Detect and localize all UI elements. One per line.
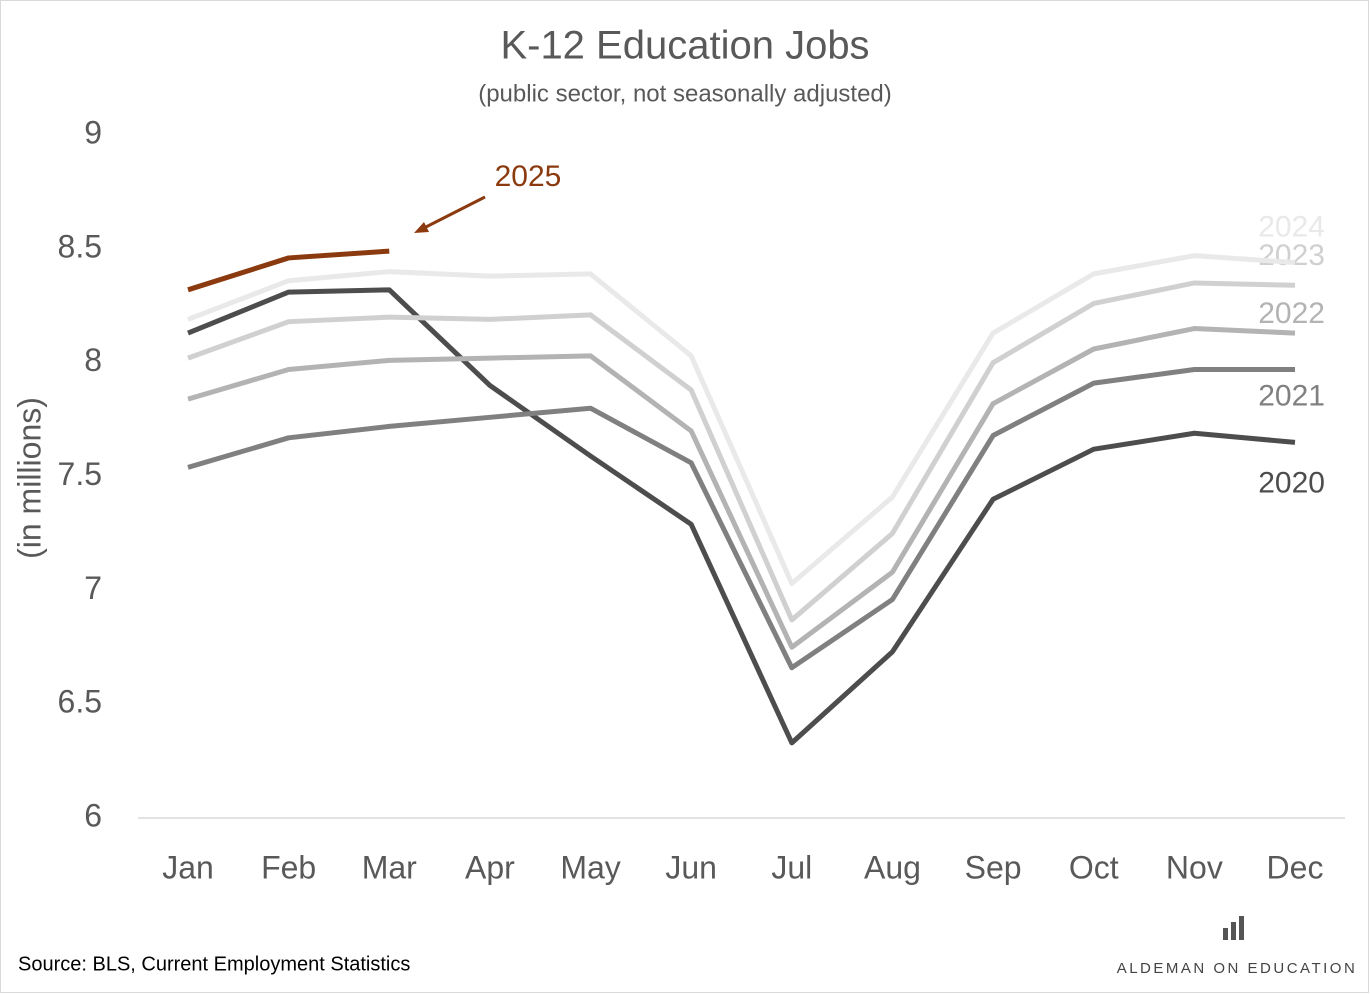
x-tick-label: Nov <box>1166 849 1223 885</box>
series-label: 2020 <box>1258 466 1325 499</box>
series-label: 2024 <box>1258 210 1325 243</box>
chart-title: K-12 Education Jobs <box>500 24 869 68</box>
series-line <box>187 280 1296 623</box>
chart-subtitle: (public sector, not seasonally adjusted) <box>478 80 892 107</box>
y-tick-label: 6 <box>84 797 102 833</box>
x-tick-label: Oct <box>1069 849 1119 885</box>
series-label: 2023 <box>1258 239 1325 272</box>
y-axis-label: (in millions) <box>11 397 47 559</box>
series-label: 2025 <box>495 160 562 193</box>
y-tick-label: 8.5 <box>58 228 102 264</box>
x-tick-label: Mar <box>362 849 417 885</box>
x-tick-label: Sep <box>965 849 1022 885</box>
x-tick-label: Jan <box>162 849 214 885</box>
series-line <box>187 366 1295 671</box>
y-tick-label: 6.5 <box>58 684 102 720</box>
x-tick-label: Dec <box>1267 849 1324 885</box>
arrow-head <box>414 222 429 233</box>
y-tick-label: 9 <box>84 114 102 150</box>
y-tick-label: 7.5 <box>58 456 102 492</box>
source-note: Source: BLS, Current Employment Statisti… <box>18 953 410 975</box>
y-tick-label: 7 <box>84 570 102 606</box>
x-tick-label: Jun <box>665 849 717 885</box>
series-label: 2021 <box>1258 379 1325 412</box>
x-tick-label: May <box>560 849 620 885</box>
x-tick-label: Aug <box>864 849 921 885</box>
x-tick-label: Apr <box>465 849 515 885</box>
series-line <box>187 248 390 293</box>
x-tick-label: Jul <box>771 849 812 885</box>
series-label: 2022 <box>1258 297 1325 330</box>
series-line <box>187 326 1296 650</box>
x-tick-label: Feb <box>261 849 316 885</box>
series-line <box>187 287 1296 746</box>
series-line <box>187 253 1296 587</box>
y-tick-label: 8 <box>84 342 102 378</box>
annotation-arrow <box>419 195 486 232</box>
brand-name: ALDEMAN ON EDUCATION <box>1117 960 1358 977</box>
brand-logo <box>1223 916 1244 940</box>
